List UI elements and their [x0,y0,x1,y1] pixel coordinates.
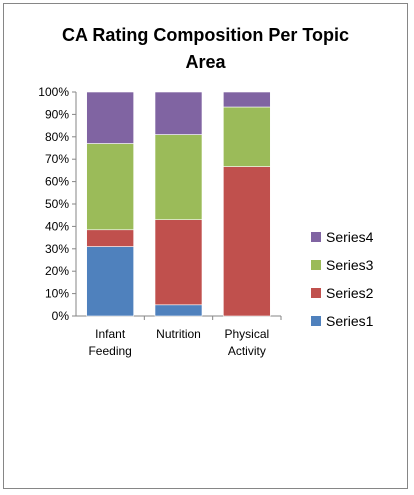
chart-area: CA Rating Composition Per Topic Area 0% 1… [3,3,408,489]
y-tick-label: 30% [45,242,69,256]
bar-segment-series3 [86,143,134,231]
x-category-label: Infant [95,327,126,341]
y-tick-label: 10% [45,287,69,301]
legend-swatch-series4 [311,232,321,242]
y-tick-label: 0% [52,309,70,323]
x-category-label: Feeding [88,344,131,358]
legend-swatch-series1 [311,316,321,326]
y-tick-label: 50% [45,197,69,211]
y-tick-label: 70% [45,152,69,166]
bar-segment-series4 [223,91,271,108]
chart-title: CA Rating Composition Per Topic Area [4,22,407,76]
bar-segment-series2 [154,219,203,306]
x-category-label: Activity [228,344,266,358]
chart-title-line-1: CA Rating Composition Per Topic [62,25,349,45]
x-category-label: Physical [224,327,269,341]
legend-label-series2: Series2 [326,285,374,301]
legend-swatch-series2 [311,288,321,298]
stacked-bar-plot: 0% 10% 20% 30% 40% 50% 60% 70% 80% 90% 100% Infant F… [38,85,374,358]
y-tick-label: 80% [45,130,69,144]
y-tick-label: 90% [45,107,69,121]
chart-title-line-2: Area [185,52,226,72]
legend-label-series3: Series3 [326,257,374,273]
y-tick-label: 40% [45,219,69,233]
bar-segment-series4 [154,91,203,135]
legend-label-series4: Series4 [326,229,374,245]
y-tick-label: 60% [45,175,69,189]
x-category-label: Nutrition [156,327,201,341]
y-tick-label: 20% [45,264,69,278]
legend-swatch-series3 [311,260,321,270]
bar-segment-series2 [86,229,134,247]
bar-segment-series1 [154,304,203,317]
legend-label-series1: Series1 [326,313,374,329]
bar-segment-series2 [223,166,271,317]
bar-segment-series1 [86,246,134,317]
y-tick-label: 100% [38,85,69,99]
bar-segment-series3 [154,134,203,220]
bar-segment-series3 [223,106,271,167]
bar-segment-series4 [86,91,134,144]
